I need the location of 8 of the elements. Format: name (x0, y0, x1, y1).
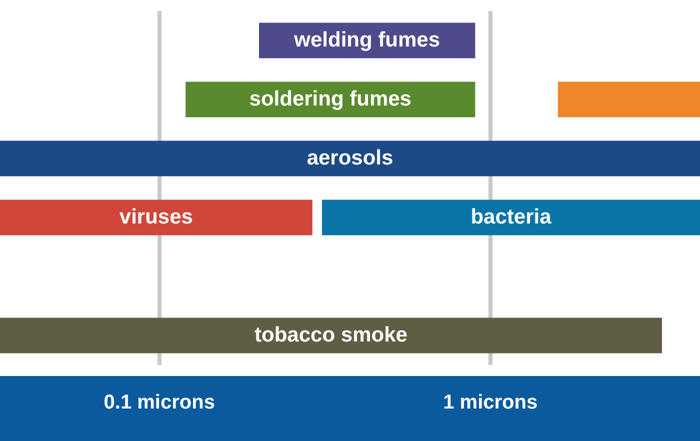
series-label: viruses (119, 205, 193, 228)
series-label: bacteria (470, 205, 552, 228)
x-tick-label: 1 microns (443, 392, 538, 414)
series-label: tobacco smoke (254, 323, 408, 346)
series-label: soldering fumes (249, 87, 412, 110)
x-tick-label: 0.1 microns (104, 392, 215, 414)
series-label: welding fumes (293, 28, 440, 52)
series-label: aerosols (306, 146, 394, 170)
